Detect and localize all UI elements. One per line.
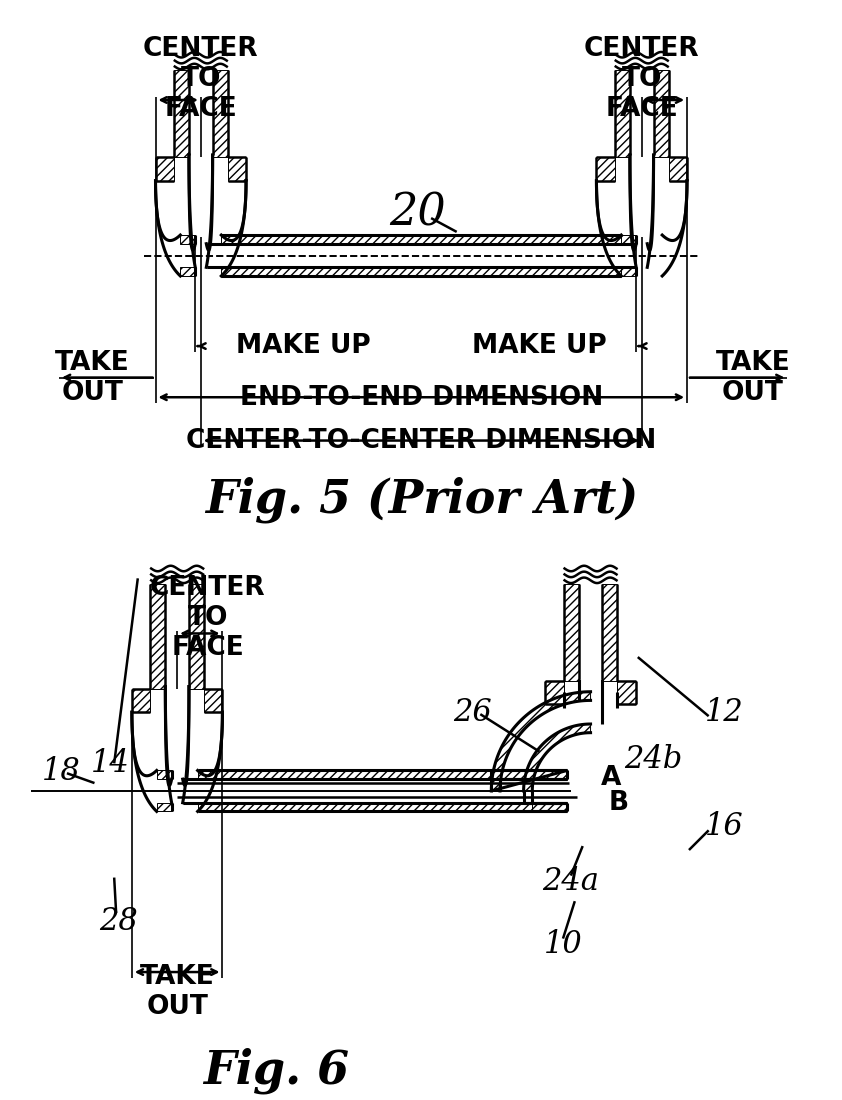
Polygon shape bbox=[198, 771, 567, 779]
Text: CENTER-TO-CENTER DIMENSION: CENTER-TO-CENTER DIMENSION bbox=[186, 428, 656, 454]
Text: MAKE UP: MAKE UP bbox=[472, 333, 606, 360]
Polygon shape bbox=[157, 803, 172, 812]
Polygon shape bbox=[669, 157, 687, 182]
Polygon shape bbox=[621, 235, 636, 244]
Polygon shape bbox=[491, 692, 590, 791]
Polygon shape bbox=[524, 724, 590, 791]
Polygon shape bbox=[227, 157, 246, 182]
Text: Fig. 5 (Prior Art): Fig. 5 (Prior Art) bbox=[205, 476, 637, 524]
Polygon shape bbox=[156, 157, 174, 182]
Polygon shape bbox=[615, 70, 630, 157]
Text: TAKE
OUT: TAKE OUT bbox=[55, 350, 130, 406]
Text: 10: 10 bbox=[544, 930, 583, 960]
Polygon shape bbox=[596, 157, 615, 182]
Polygon shape bbox=[221, 267, 621, 276]
Polygon shape bbox=[617, 681, 636, 704]
Text: MAKE UP: MAKE UP bbox=[237, 333, 371, 360]
Text: B: B bbox=[608, 790, 628, 816]
Polygon shape bbox=[653, 70, 669, 157]
Polygon shape bbox=[602, 584, 617, 681]
Polygon shape bbox=[174, 70, 189, 157]
Text: 24b: 24b bbox=[624, 744, 683, 775]
Polygon shape bbox=[204, 689, 222, 713]
Polygon shape bbox=[180, 267, 195, 276]
Polygon shape bbox=[532, 803, 567, 812]
Text: 24a: 24a bbox=[542, 866, 600, 898]
Text: END-TO-END DIMENSION: END-TO-END DIMENSION bbox=[240, 385, 603, 410]
Text: 14: 14 bbox=[91, 748, 130, 779]
Polygon shape bbox=[621, 267, 636, 276]
Polygon shape bbox=[157, 771, 172, 779]
Polygon shape bbox=[198, 803, 567, 812]
Polygon shape bbox=[180, 235, 195, 244]
Text: 28: 28 bbox=[99, 905, 137, 936]
Text: 16: 16 bbox=[705, 811, 743, 842]
Text: 20: 20 bbox=[389, 191, 445, 234]
Polygon shape bbox=[189, 584, 204, 689]
Text: Fig. 6: Fig. 6 bbox=[203, 1047, 349, 1093]
Polygon shape bbox=[132, 689, 151, 713]
Polygon shape bbox=[563, 584, 578, 681]
Text: 12: 12 bbox=[705, 696, 743, 728]
Text: TAKE
OUT: TAKE OUT bbox=[715, 350, 790, 406]
Polygon shape bbox=[221, 235, 621, 244]
Text: A: A bbox=[600, 764, 621, 790]
Polygon shape bbox=[545, 681, 563, 704]
Polygon shape bbox=[151, 584, 165, 689]
Text: TAKE
OUT: TAKE OUT bbox=[140, 964, 215, 1020]
Text: 26: 26 bbox=[453, 696, 492, 728]
Polygon shape bbox=[212, 70, 227, 157]
Text: CENTER
TO
FACE: CENTER TO FACE bbox=[143, 35, 258, 122]
Polygon shape bbox=[491, 771, 567, 779]
Text: 18: 18 bbox=[41, 756, 80, 786]
Text: CENTER
TO
FACE: CENTER TO FACE bbox=[584, 35, 700, 122]
Text: CENTER
TO
FACE: CENTER TO FACE bbox=[150, 575, 265, 661]
